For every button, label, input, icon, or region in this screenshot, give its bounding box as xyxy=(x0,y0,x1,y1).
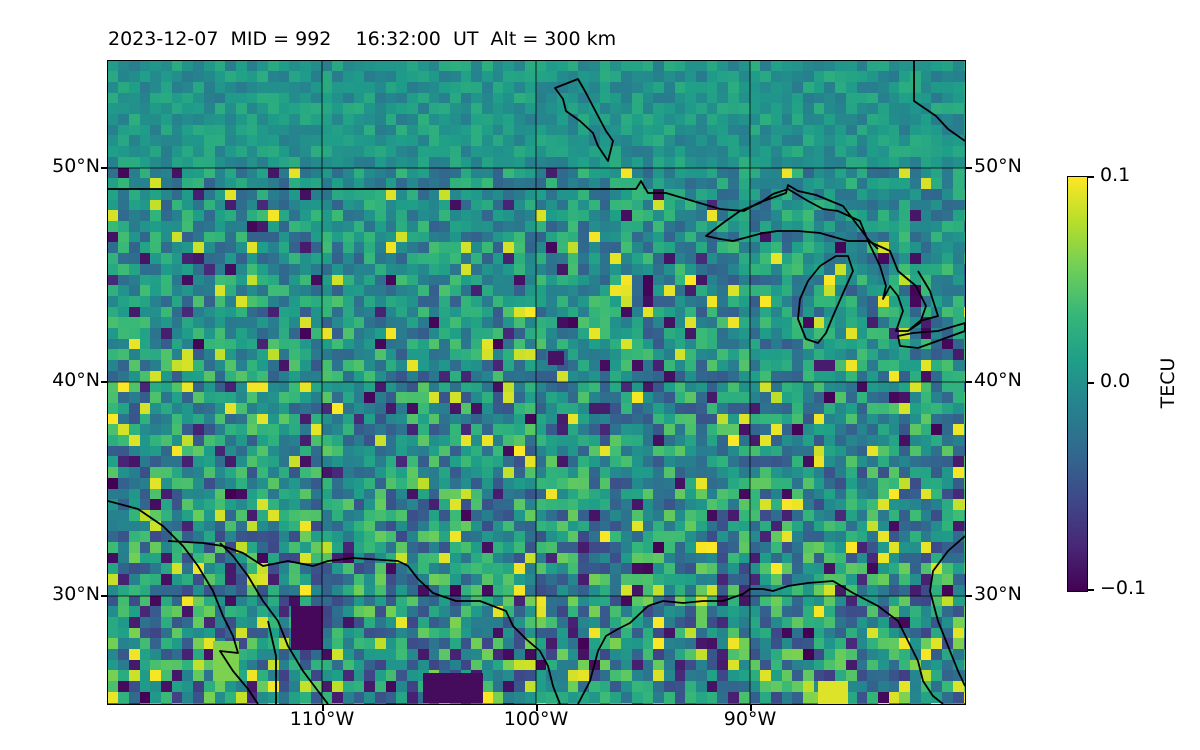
lat-tick-30-right xyxy=(965,595,972,597)
coastlines-and-borders xyxy=(108,61,965,704)
lake-superior xyxy=(705,188,869,242)
lon-label-100: 100°W xyxy=(503,708,569,730)
island-north xyxy=(554,78,614,162)
florida-coast xyxy=(929,535,965,687)
lat-label-30-right: 30°N xyxy=(974,583,1022,605)
map-title: 2023-12-07 MID = 992 16:32:00 UT Alt = 3… xyxy=(108,28,617,50)
tec-map xyxy=(108,61,965,704)
lat-tick-30-left xyxy=(101,595,108,597)
lake-michigan xyxy=(797,255,854,344)
colorbar-label-min: −0.1 xyxy=(1100,577,1147,599)
lat-tick-40-right xyxy=(965,381,972,383)
gulf-of-california xyxy=(219,542,329,704)
lat-label-30-left: 30°N xyxy=(52,583,100,605)
us-canada-border xyxy=(108,180,879,250)
colorbar-title: TECU xyxy=(1157,357,1179,409)
lake-huron xyxy=(867,240,927,332)
colorbar-tick-min xyxy=(1087,589,1094,591)
eastern-shore xyxy=(907,270,939,332)
lat-tick-50-left xyxy=(101,167,108,169)
graticule xyxy=(108,61,965,704)
map-overlay xyxy=(108,61,965,704)
colorbar xyxy=(1067,176,1088,592)
gulf-coast xyxy=(577,580,944,704)
lon-tick-90 xyxy=(750,704,752,711)
hudson-bay-coast xyxy=(913,61,965,142)
lon-tick-100 xyxy=(536,704,538,711)
colorbar-label-max: 0.1 xyxy=(1100,164,1131,186)
lon-label-90: 90°W xyxy=(723,708,777,730)
lat-label-40-right: 40°N xyxy=(974,369,1022,391)
baja-peninsula xyxy=(108,500,259,704)
sierra-madre xyxy=(267,620,277,704)
lat-tick-50-right xyxy=(965,167,972,169)
lon-label-110: 110°W xyxy=(289,708,355,730)
lon-tick-110 xyxy=(322,704,324,711)
colorbar-label-zero: 0.0 xyxy=(1100,370,1131,392)
colorbar-tick-max xyxy=(1087,176,1094,178)
lat-label-50-left: 50°N xyxy=(52,155,100,177)
lat-label-50-right: 50°N xyxy=(974,155,1022,177)
lat-label-40-left: 40°N xyxy=(52,369,100,391)
colorbar-tick-zero xyxy=(1087,382,1094,384)
lat-tick-40-left xyxy=(101,381,108,383)
us-mexico-border xyxy=(167,540,561,704)
lake-erie-ontario xyxy=(897,322,965,349)
